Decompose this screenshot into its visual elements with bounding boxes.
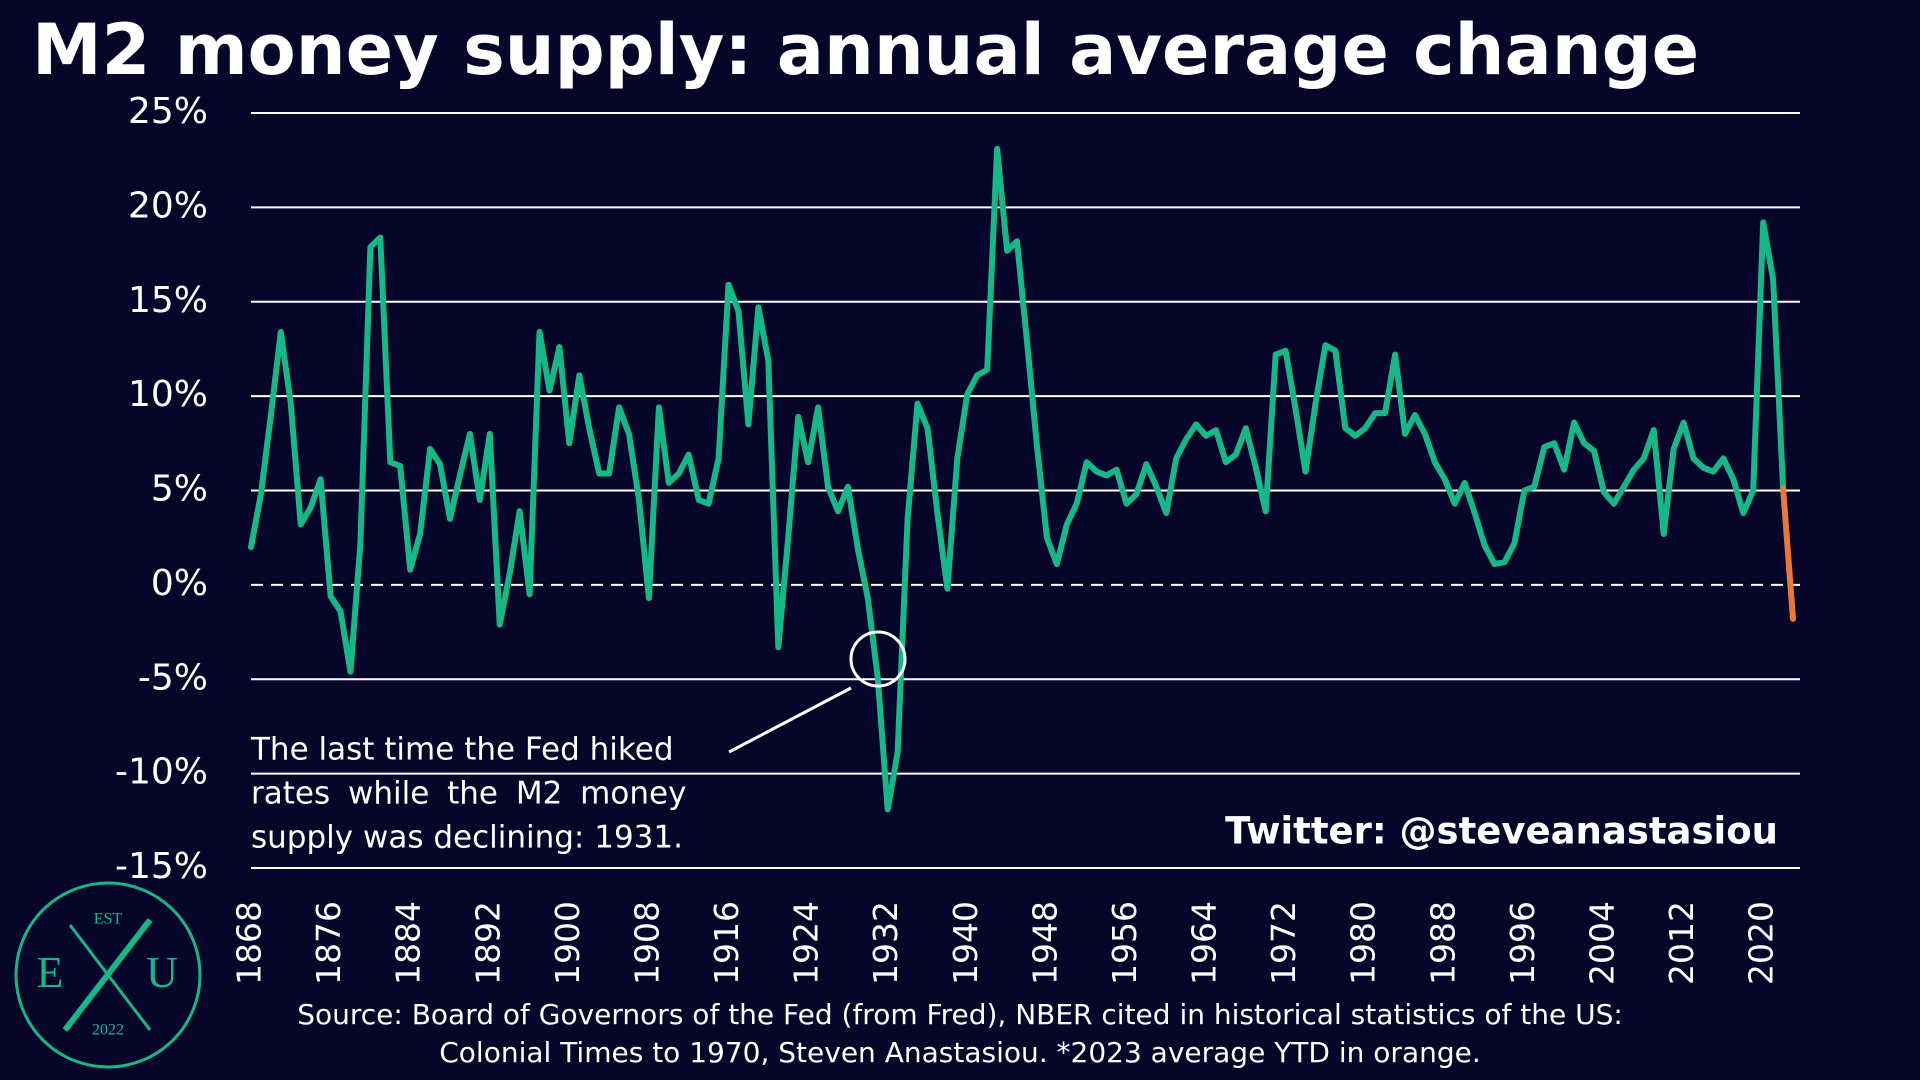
x-tick-label: 1884 [389,901,428,985]
y-tick-label: 20% [128,185,208,226]
annotation-line: The last time the Fed hiked [250,732,674,768]
x-tick-label: 1932 [866,901,905,985]
x-tick-label: 1900 [548,901,587,985]
source-line: Source: Board of Governors of the Fed (f… [297,998,1623,1031]
x-tick-label: 1988 [1423,901,1462,985]
x-tick-label: 1948 [1025,901,1064,985]
x-tick-label: 1972 [1264,901,1303,985]
annotation-line: supply was declining: 1931. [251,820,683,856]
x-tick-label: 1924 [787,901,826,985]
y-tick-label: -10% [115,752,208,793]
y-tick-label: 15% [128,280,208,321]
x-tick-label: 2004 [1582,901,1621,985]
x-tick-label: 1956 [1105,901,1144,985]
chart-title: M2 money supply: annual average change [32,9,1699,91]
logo-text: E [37,948,64,997]
logo-ring [14,881,202,1069]
logo-text: 2022 [92,1022,124,1039]
x-tick-label: 1908 [627,901,666,985]
y-tick-label: 5% [151,469,208,510]
x-tick-label: 1892 [468,901,507,985]
logo-text: EST [94,911,123,928]
y-tick-label: 10% [128,374,208,415]
y-tick-label: -15% [115,846,208,887]
annotation-line: rates while the M2 money [251,776,686,812]
data-line [248,145,1787,813]
annotation-pointer [728,686,852,754]
x-tick-label: 1964 [1185,901,1224,985]
credit: Twitter: @steveanastasiou [1225,810,1778,853]
x-tick-label: 1940 [946,901,985,985]
y-tick-label: 0% [151,563,208,604]
x-tick-label: 1868 [230,901,269,985]
x-tick-label: 1916 [707,901,746,985]
source-line: Colonial Times to 1970, Steven Anastasio… [439,1036,1481,1069]
x-tick-label: 2020 [1742,901,1781,985]
y-tick-label: -5% [138,657,208,698]
x-tick-label: 1980 [1344,901,1383,985]
plot-area: -15% -10% -5% 0% 5% 10% 15% 20% 25% 1868 1876 1884 1… [115,91,1800,985]
logo-stroke [68,924,152,1031]
x-tick-label: 2012 [1662,901,1701,985]
y-tick-label: 25% [128,91,208,132]
x-tick-label: 1996 [1503,901,1542,985]
annotation-circle [849,630,907,688]
data-line [1780,485,1796,622]
x-tick-label: 1876 [309,901,348,985]
logo: EST E U 2022 [14,881,202,1069]
logo-text: U [146,948,178,997]
